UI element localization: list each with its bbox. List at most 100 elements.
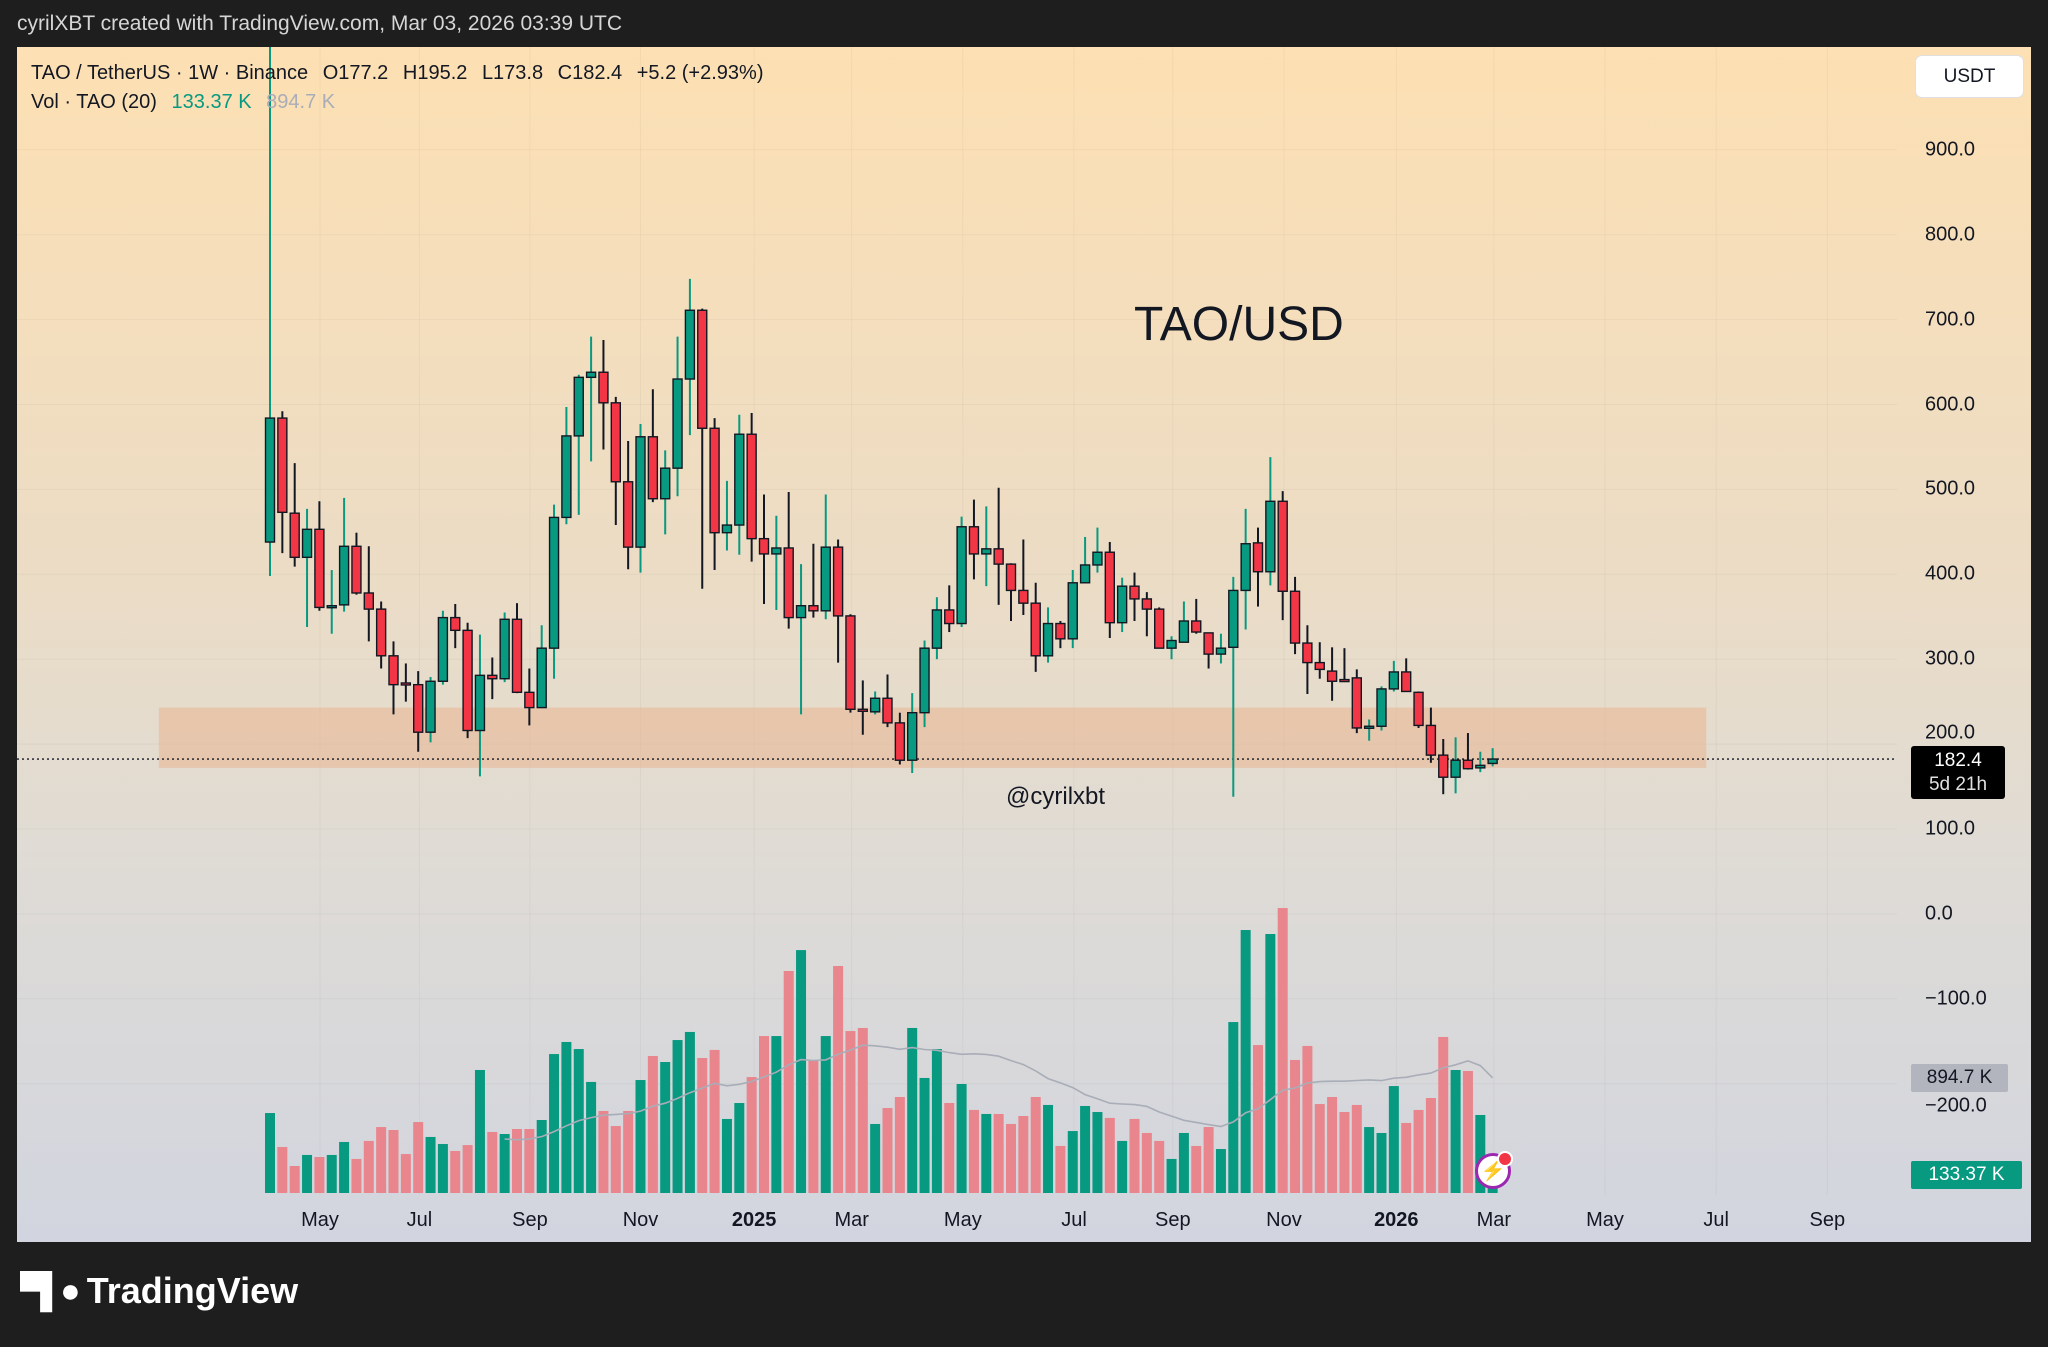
time-axis-label: Nov (1266, 1209, 1302, 1231)
volume-bar (1092, 1112, 1103, 1193)
volume-bar (1413, 1109, 1424, 1193)
price-axis-label: 900.0 (1925, 138, 1976, 161)
candle-body (1030, 602, 1041, 657)
candle-body (462, 629, 473, 732)
candle (400, 663, 412, 702)
candle-body (758, 537, 770, 555)
chart-credit: cyrilXBT created with TradingView.com, M… (17, 12, 623, 35)
ohlc-open: O177.2 (322, 62, 389, 84)
volume-bar (1191, 1145, 1202, 1193)
candle-body (314, 528, 325, 609)
candle (993, 487, 1004, 605)
candle-body (721, 524, 733, 534)
candle (511, 603, 523, 694)
chart-pane[interactable] (17, 47, 2031, 1242)
candle (981, 506, 992, 587)
candle (1141, 592, 1153, 637)
lightning-icon[interactable]: ⚡ (1475, 1151, 1513, 1189)
candle (869, 691, 881, 715)
symbol-name[interactable]: TAO / TetherUS · 1W · Binance (31, 62, 309, 84)
candle-body (598, 371, 609, 404)
candle-body (1116, 585, 1128, 624)
candle-body (1450, 759, 1461, 778)
price-axis-label: 800.0 (1925, 223, 1976, 246)
volume-bar (672, 1040, 683, 1193)
candle-body (277, 417, 288, 514)
candle (845, 614, 856, 713)
time-axis-label: May (301, 1209, 339, 1231)
volume-bar (1104, 1117, 1115, 1193)
candle-body (734, 433, 745, 526)
candle-body (1462, 759, 1474, 770)
volume-indicator-label[interactable]: Vol · TAO (20) (31, 91, 157, 113)
time-axis-label: Jul (1703, 1209, 1729, 1231)
volume-bar (598, 1110, 609, 1193)
candle-body (573, 376, 584, 437)
candle-body (771, 547, 782, 555)
candle-body (1351, 677, 1363, 729)
candle (1376, 686, 1387, 731)
candle (474, 634, 486, 777)
candle (536, 625, 547, 709)
tradingview-logo[interactable]: ▀▌● TradingView (20, 1270, 298, 1312)
candle-body (1042, 622, 1054, 657)
volume-bar (1302, 1045, 1313, 1193)
candle-body (944, 609, 955, 625)
candle (585, 336, 597, 462)
volume-bar (610, 1126, 621, 1193)
candle (548, 504, 560, 679)
last-price-tag: 182.4 5d 21h (1911, 746, 2005, 799)
volume-bar (450, 1150, 461, 1193)
volume-bar (437, 1144, 448, 1193)
candle-body (1153, 608, 1165, 649)
volume-bar (833, 966, 844, 1193)
candle (573, 374, 584, 515)
candle (919, 640, 930, 728)
time-axis-label: Sep (1809, 1209, 1846, 1231)
volume-bar (1141, 1132, 1152, 1193)
volume-ma-line (504, 1044, 1494, 1141)
candle (783, 491, 794, 629)
volume-bar (549, 1054, 560, 1193)
candle-body (845, 615, 856, 710)
volume-bar (721, 1118, 732, 1193)
candle-body (869, 697, 881, 713)
volume-bar (462, 1145, 473, 1193)
candle (1067, 570, 1078, 649)
candle (808, 543, 819, 618)
candle-body (968, 526, 980, 555)
candle (1326, 647, 1338, 701)
candle-body (697, 309, 708, 429)
candle-body (907, 711, 918, 761)
volume-bar (931, 1049, 942, 1193)
price-axis-label: 0.0 (1925, 902, 1953, 925)
volume-bar (1215, 1149, 1226, 1193)
candle-body (375, 608, 387, 657)
volume-bar (1425, 1098, 1436, 1193)
volume-bar (1462, 1071, 1473, 1193)
candle-body (684, 309, 696, 380)
candle (1166, 636, 1177, 660)
candle-body (647, 436, 659, 500)
candle (1092, 527, 1103, 573)
candle (1252, 527, 1264, 607)
volume-bar (993, 1113, 1004, 1193)
candle (1363, 719, 1375, 741)
volume-bar (1240, 930, 1251, 1193)
candle (1055, 620, 1066, 649)
candle (622, 441, 634, 570)
bar-countdown: 5d 21h (1928, 774, 1988, 795)
candle-body (709, 427, 720, 534)
candle (1351, 669, 1363, 734)
candle-body (1104, 551, 1116, 624)
candle-body (425, 680, 436, 733)
candle (487, 657, 498, 700)
candle-body (1240, 543, 1251, 592)
time-axis-label: May (1586, 1209, 1624, 1231)
candle-body (400, 682, 412, 686)
currency-button[interactable]: USDT (1916, 56, 2023, 97)
candle (277, 411, 288, 554)
candle (1018, 539, 1029, 616)
candle (413, 671, 424, 752)
